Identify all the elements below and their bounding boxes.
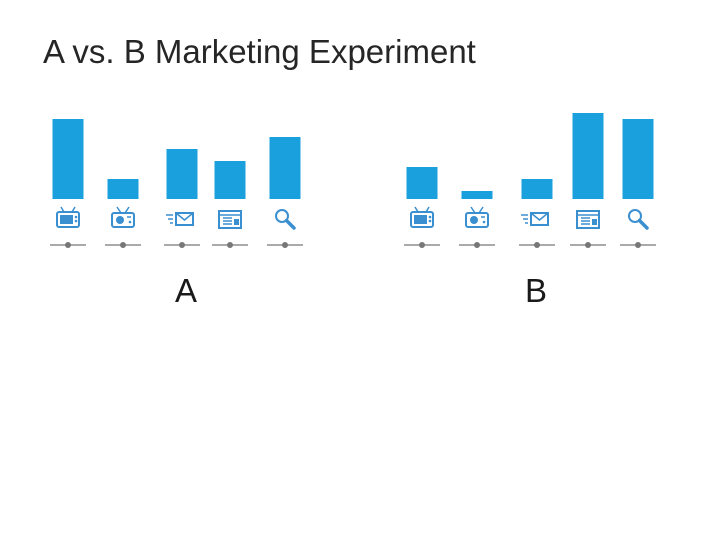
bar-tv [52,119,84,199]
web-icon [576,210,600,229]
bar-email [166,149,198,199]
bar-radio [107,179,139,199]
axis-tick [227,242,233,248]
chart-panel-b: B [404,113,656,309]
bar-web [214,161,246,199]
email-icon [521,212,549,226]
bar-search [269,137,301,199]
bar-radio [461,191,493,199]
axis-tick [179,242,185,248]
radio-icon [465,206,489,228]
axis-tick [282,242,288,248]
web-icon [218,210,242,229]
axis-tick [534,242,540,248]
bar-tv [406,167,438,199]
axis-tick [120,242,126,248]
axis-tick [419,242,425,248]
axis-tick [474,242,480,248]
tv-icon [410,206,434,228]
radio-icon [111,206,135,228]
search-icon [275,209,296,230]
tv-icon [56,206,80,228]
bar-email [521,179,553,199]
axis-tick [635,242,641,248]
email-icon [166,212,194,226]
search-icon [628,209,649,230]
axis-tick [585,242,591,248]
axis-tick [65,242,71,248]
panel-label: A [175,272,197,309]
page-title: A vs. B Marketing Experiment [43,33,476,70]
panel-label: B [525,272,547,309]
bar-search [622,119,654,199]
bar-web [572,113,604,199]
chart-panel-a: A [50,119,303,309]
